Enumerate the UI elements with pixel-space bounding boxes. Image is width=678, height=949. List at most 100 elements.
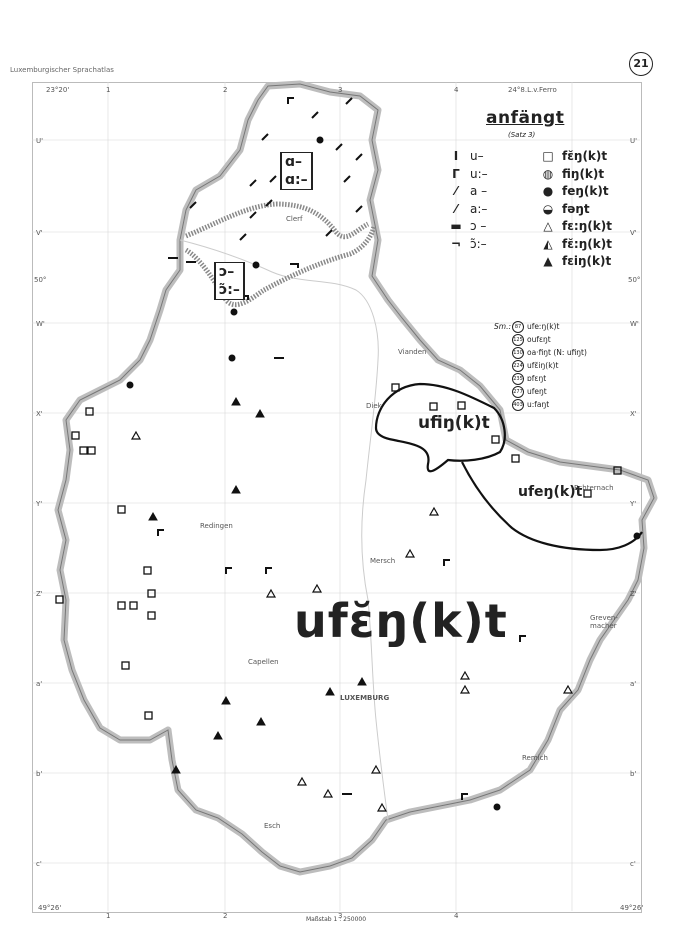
map-subtitle: (Satz 3) bbox=[508, 131, 536, 139]
coordinate-label: 49°26' bbox=[38, 904, 62, 912]
special-form-number: 403 bbox=[512, 398, 524, 411]
vowel-symbol: ▬ bbox=[450, 219, 462, 233]
map-title: anfängt bbox=[486, 108, 565, 128]
place-label: Diek bbox=[366, 402, 382, 410]
form-symbol: ◍ bbox=[542, 166, 554, 181]
special-form-text: ufɛ̆iŋ(k)t bbox=[527, 361, 559, 370]
special-form-item: 224 ufɛ̆iŋ(k)t bbox=[512, 359, 587, 372]
grid-col-label: 1 bbox=[106, 912, 111, 920]
legend-row: I u– □ fɛ̆ŋ(k)t bbox=[448, 148, 612, 166]
vowel-label: ɔ – bbox=[470, 219, 487, 233]
grid-row-label: X' bbox=[630, 410, 637, 418]
special-form-text: ufeːŋ(k)t bbox=[527, 322, 560, 331]
grid-row-label: V' bbox=[630, 229, 637, 237]
vowel-symbol: ¬ bbox=[450, 236, 462, 251]
special-form-number: 235 bbox=[512, 372, 524, 385]
special-form-text: ufeŋt bbox=[527, 387, 547, 396]
form-label: feŋ(k)t bbox=[562, 184, 609, 198]
grid-row-label: W' bbox=[36, 320, 45, 328]
legend-row: ⁄ a:– ◒ fəŋt bbox=[448, 201, 612, 219]
grid-row-label: U' bbox=[630, 137, 638, 145]
legend-row: ▲ fɛiŋ(k)t bbox=[448, 253, 612, 271]
grid-row-label: b' bbox=[36, 770, 43, 778]
vowel-marks bbox=[157, 97, 526, 800]
vowel-symbol: Γ bbox=[452, 166, 460, 181]
place-label: Echternach bbox=[574, 484, 614, 492]
vowel-label: a – bbox=[470, 184, 488, 198]
special-form-text: ɒfɛŋt bbox=[527, 374, 547, 383]
vowel-symbol: ⁄ bbox=[454, 184, 457, 198]
grid-row-label: a' bbox=[36, 680, 43, 688]
coordinate-label: 50° bbox=[34, 276, 47, 284]
special-form-text: u:faŋt bbox=[527, 400, 550, 409]
place-label: LUXEMBURG bbox=[340, 694, 390, 702]
place-label: Capellen bbox=[248, 658, 279, 666]
form-label: fɛiŋ(k)t bbox=[562, 254, 612, 268]
special-form-number: 130 bbox=[512, 346, 524, 359]
grid-row-label: Y' bbox=[630, 500, 637, 508]
form-label: fɛ:ŋ(k)t bbox=[562, 219, 612, 233]
grid-col-label: 4 bbox=[454, 912, 459, 920]
grid-row-label: Y' bbox=[36, 500, 43, 508]
page-number: 21 bbox=[629, 52, 653, 76]
legend-row: ¬ ɔ̃:– ◭ fɛ̆:ŋ(k)t bbox=[448, 236, 612, 254]
grid-row-label: Z' bbox=[630, 590, 637, 598]
place-label: Vianden bbox=[398, 348, 427, 356]
grid-col-label: 3 bbox=[338, 86, 343, 94]
region-vowel-short: ɑ– bbox=[285, 154, 303, 170]
grid-row-label: c' bbox=[36, 860, 42, 868]
grid-col-label: 2 bbox=[223, 86, 228, 94]
special-form-text: oa·fiŋt (N: ufiŋt) bbox=[527, 348, 587, 357]
special-forms-label: Sm.: bbox=[494, 322, 511, 331]
form-symbol: △ bbox=[543, 219, 553, 233]
special-form-item: 125 oufɛŋt bbox=[512, 333, 587, 346]
vowel-label: u:– bbox=[470, 166, 488, 181]
grid-row-label: c' bbox=[630, 860, 636, 868]
river bbox=[179, 239, 389, 821]
special-form-item: 277 ufeŋt bbox=[512, 385, 587, 398]
special-form-text: oufɛŋt bbox=[527, 335, 551, 344]
form-symbol: ◭ bbox=[543, 236, 553, 251]
coordinate-label: 23°20' bbox=[46, 86, 70, 94]
region-vowel-long: ɑ:– bbox=[285, 172, 308, 188]
special-form-number: 87 bbox=[512, 320, 524, 333]
filled-dots bbox=[126, 136, 641, 811]
special-form-number: 125 bbox=[512, 333, 524, 346]
legend-row: ⁄ a – ● feŋ(k)t bbox=[448, 183, 612, 201]
vowel-symbol: I bbox=[453, 149, 459, 163]
scale-bar-label: Maßstab 1 : 250000 bbox=[306, 916, 367, 923]
region-form-southeast: ufeŋ(k)t bbox=[518, 484, 583, 500]
special-form-item: 403 u:faŋt bbox=[512, 398, 587, 411]
isogloss-hatched-1 bbox=[185, 201, 370, 240]
legend-row: Γ u:– ◍ fiŋ(k)t bbox=[448, 166, 612, 184]
grid-row-label: Z' bbox=[36, 590, 43, 598]
open-triangles bbox=[130, 430, 574, 812]
filled-triangles bbox=[148, 396, 367, 774]
grid-col-label: 1 bbox=[106, 86, 111, 94]
isogloss-east bbox=[374, 382, 506, 473]
map-frame bbox=[32, 82, 642, 913]
region-vowel-short: ɔ– bbox=[219, 264, 235, 280]
form-label: fəŋt bbox=[562, 201, 590, 216]
place-label: Greven-macher bbox=[590, 614, 618, 630]
grid-row-label: b' bbox=[630, 770, 637, 778]
place-label: Mersch bbox=[370, 557, 396, 565]
form-symbol: ▲ bbox=[543, 254, 553, 268]
grid-row-label: X' bbox=[36, 410, 43, 418]
vowel-label: a:– bbox=[470, 201, 488, 216]
place-label: Clerf bbox=[286, 215, 303, 223]
form-label: fɛ̆:ŋ(k)t bbox=[562, 236, 612, 251]
special-forms-list: Sm.: 87 ufeːŋ(k)t 125 oufɛŋt 130 oa·fiŋt (N… bbox=[494, 320, 587, 411]
special-form-item: 87 ufeːŋ(k)t bbox=[512, 320, 587, 333]
special-form-item: 130 oa·fiŋt (N: ufiŋt) bbox=[512, 346, 587, 359]
grid-lines bbox=[32, 82, 640, 911]
form-label: fiŋ(k)t bbox=[562, 166, 605, 181]
form-symbol: ◒ bbox=[542, 201, 554, 216]
place-label: Remich bbox=[522, 754, 548, 762]
grid-row-label: a' bbox=[630, 680, 637, 688]
coordinate-label: 50° bbox=[628, 276, 641, 284]
coordinate-label: 49°26' bbox=[620, 904, 644, 912]
vowel-symbol: ⁄ bbox=[454, 201, 457, 216]
